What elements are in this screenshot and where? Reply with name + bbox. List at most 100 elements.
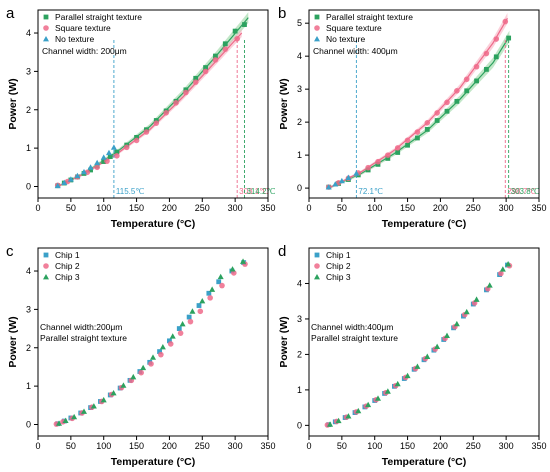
y-tick-label: 3 <box>26 304 31 314</box>
y-tick-label: 4 <box>297 278 302 288</box>
x-tick-label: 200 <box>162 441 177 451</box>
x-axis-label: Temperature (°C) <box>382 218 467 230</box>
data-point <box>434 118 440 123</box>
x-tick-label: 150 <box>129 203 144 213</box>
x-tick-label: 50 <box>337 441 347 451</box>
panel-label: c <box>6 243 14 260</box>
panel-c: c 0 50 100 150 200 250 300 350 0 1 2 3 4 Temperature (… <box>6 243 276 468</box>
data-point <box>394 145 401 151</box>
data-point <box>203 65 208 70</box>
data-point <box>140 364 147 371</box>
x-tick-label: 300 <box>228 203 243 213</box>
temperature-marker-label: 298.7℃ <box>507 187 536 196</box>
data-point <box>61 179 68 186</box>
data-point <box>153 120 160 126</box>
x-axis-label: Temperature (°C) <box>111 456 196 468</box>
annotation-line: Parallel straight texture <box>311 333 398 343</box>
data-point <box>213 53 218 59</box>
legend-entry: Chip 1 <box>55 250 80 260</box>
legend-entry: Chip 3 <box>326 272 351 282</box>
x-tick-label: 350 <box>531 441 546 451</box>
data-point <box>193 75 199 81</box>
data-point <box>104 158 110 164</box>
legend-marker <box>314 252 320 258</box>
data-point <box>338 177 345 184</box>
data-point <box>474 78 479 84</box>
data-point <box>483 50 490 57</box>
data-point <box>404 372 411 379</box>
data-point <box>81 168 87 175</box>
x-tick-label: 300 <box>228 441 243 451</box>
y-axis-label: Power (W) <box>278 316 290 367</box>
data-point <box>434 110 440 116</box>
x-tick-label: 0 <box>35 441 40 451</box>
x-tick-label: 200 <box>433 203 448 213</box>
temperature-marker-label: 303.1℃ <box>239 187 268 196</box>
data-point <box>159 343 166 350</box>
y-tick-label: 3 <box>26 66 31 76</box>
y-tick-label: 0 <box>26 419 31 429</box>
x-tick-label: 300 <box>499 441 514 451</box>
data-point <box>130 373 137 380</box>
data-point <box>207 295 213 301</box>
data-point <box>499 266 506 272</box>
data-point <box>464 88 470 94</box>
data-point <box>463 76 470 83</box>
data-point <box>506 35 512 41</box>
data-point <box>217 273 224 280</box>
data-point <box>424 126 430 132</box>
annotation-line: Parallel straight texture <box>40 333 127 343</box>
data-point <box>502 18 509 25</box>
data-point <box>444 108 450 114</box>
data-point <box>173 100 179 106</box>
temperature-marker-label: 314.2℃ <box>246 187 275 196</box>
y-tick-label: 3 <box>297 314 302 324</box>
plot-frame <box>37 9 269 199</box>
data-point <box>105 149 112 156</box>
x-tick-label: 200 <box>433 441 448 451</box>
legend-entry: Chip 2 <box>55 261 80 271</box>
x-tick-label: 150 <box>400 203 415 213</box>
y-axis-label: Power (W) <box>278 78 290 129</box>
data-point <box>454 98 460 104</box>
data-point <box>169 333 176 339</box>
annotation: Channel width: 400μm <box>313 46 398 56</box>
legend-marker <box>43 36 49 42</box>
legend-entry: Chip 2 <box>326 261 351 271</box>
data-point <box>394 380 401 387</box>
data-point <box>187 318 194 325</box>
data-point <box>327 421 334 427</box>
data-point <box>189 308 196 314</box>
data-point <box>197 308 204 315</box>
data-point <box>453 320 460 327</box>
data-point <box>110 390 117 396</box>
x-axis-label: Temperature (°C) <box>111 218 196 230</box>
data-point <box>183 89 189 96</box>
data-point <box>167 341 174 347</box>
data-point <box>219 282 225 289</box>
data-point <box>196 303 202 308</box>
data-point <box>114 149 120 155</box>
data-point <box>395 150 401 155</box>
plot-frame <box>308 247 540 437</box>
temperature-marker-label: 72.1℃ <box>358 187 383 196</box>
data-point <box>463 308 470 315</box>
data-point <box>100 396 107 403</box>
data-point <box>505 260 512 267</box>
data-point <box>434 343 441 350</box>
y-tick-label: 0 <box>297 183 302 193</box>
data-point <box>88 167 93 173</box>
y-tick-label: 2 <box>26 105 31 115</box>
series-chip-3 <box>56 258 247 426</box>
x-tick-label: 350 <box>260 203 275 213</box>
data-point <box>114 152 120 159</box>
y-tick-label: 2 <box>297 117 302 127</box>
data-point <box>231 270 237 276</box>
data-point <box>192 79 199 85</box>
data-point <box>54 182 61 189</box>
y-tick-label: 1 <box>26 381 31 391</box>
data-point <box>332 181 339 187</box>
data-point <box>345 174 352 180</box>
